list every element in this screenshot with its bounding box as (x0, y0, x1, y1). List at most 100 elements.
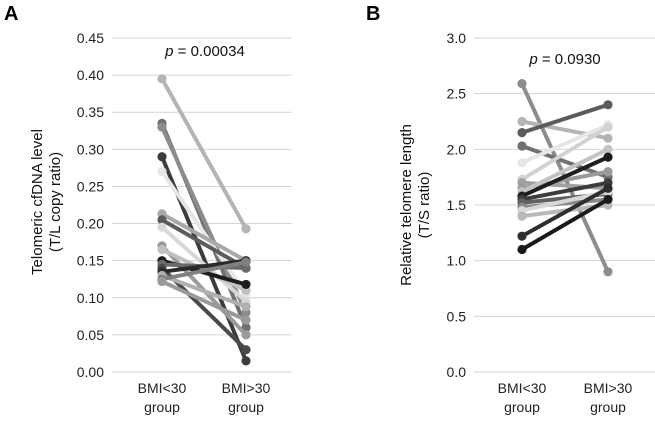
point-bmi-under-30 (517, 128, 527, 138)
point-bmi-over-30 (241, 224, 251, 234)
panel-b-y-axis-label-line1: Relative telomere length (398, 124, 415, 286)
panel-a-y-tick-label: 0.05 (77, 327, 104, 343)
panel-b-p-text: = 0.0930 (538, 51, 601, 68)
panel-b-p-value: p = 0.0930 (528, 51, 600, 68)
panel-a-y-tick-label: 0.35 (77, 104, 104, 120)
point-bmi-over-30 (241, 279, 251, 290)
panel-a-x-label-bmi-over-30: BMI>30 (222, 380, 271, 396)
panel-a-x-label-bmi-under-30: BMI<30 (138, 380, 187, 396)
point-bmi-under-30 (517, 79, 527, 89)
panel-b-letter: B (366, 3, 380, 25)
pair-line (520, 155, 610, 199)
panel-a-y-tick-label: 0.15 (77, 253, 104, 269)
point-bmi-under-30 (157, 244, 167, 255)
panel-a-pair-1 (157, 74, 251, 234)
panel-b-y-tick-label: 1.0 (447, 253, 467, 269)
panel-b-x-label-bmi-under-30: BMI<30 (498, 380, 547, 396)
panel-a-p-text: = 0.00034 (174, 43, 245, 60)
panel-a: A 0.000.050.100.150.200.250.300.350.400.… (4, 3, 292, 415)
pair-line (160, 258, 248, 274)
point-bmi-over-30 (603, 100, 613, 110)
point-bmi-under-30 (517, 244, 527, 255)
panel-a-y-ticks: 0.00 0.05 0.10 0.15 0.20 0.25 0.30 0.35 0.40 0.45 (77, 30, 104, 380)
point-bmi-over-30 (603, 133, 613, 143)
panel-a-x-label-bmi-under-30-group: group (144, 399, 180, 415)
panel-b-y-tick-label: 0.5 (447, 308, 467, 324)
pair-line (520, 102, 610, 135)
pair-line (520, 122, 610, 165)
panel-a-y-tick-label: 0.25 (77, 178, 104, 194)
panel-a-letter: A (4, 3, 18, 25)
panel-b-y-tick-label: 0.0 (447, 364, 467, 380)
point-bmi-under-30 (157, 215, 167, 225)
point-bmi-under-30 (157, 122, 167, 132)
panel-b-x-label-bmi-over-30-group: group (590, 399, 626, 415)
point-bmi-over-30 (603, 194, 613, 205)
panel-a-y-tick-label: 0.10 (77, 290, 104, 306)
panel-b-y-tick-label: 1.5 (447, 197, 467, 213)
panel-b-y-tick-label: 3.0 (447, 30, 467, 46)
panel-b-pair-6 (517, 122, 613, 184)
panel-a-y-tick-label: 0.40 (77, 67, 104, 83)
panel-a-series (157, 74, 251, 366)
pair-line (160, 76, 248, 231)
panel-b-x-label-bmi-over-30: BMI>30 (584, 380, 633, 396)
pair-line (520, 143, 610, 180)
pair-line (520, 186, 610, 239)
point-bmi-under-30 (157, 222, 167, 232)
point-bmi-over-30 (241, 356, 251, 366)
pair-line (520, 180, 610, 202)
point-bmi-over-30 (241, 315, 251, 325)
panel-a-y-axis-label-line2: (T/L copy ratio) (47, 152, 64, 252)
panel-b-p-symbol: p (528, 51, 537, 68)
panel-a-p-value: p = 0.00034 (164, 43, 245, 60)
pair-line (160, 273, 248, 309)
point-bmi-under-30 (157, 276, 167, 287)
panel-b-y-tick-label: 2.5 (447, 86, 467, 102)
panel-b-pair-3 (517, 100, 613, 138)
point-bmi-over-30 (241, 302, 251, 312)
point-bmi-over-30 (603, 122, 613, 132)
panel-b-x-label-bmi-under-30-group: group (504, 399, 540, 415)
panel-b-pair-16 (517, 183, 613, 241)
point-bmi-over-30 (241, 330, 251, 340)
panel-a-x-label-bmi-over-30-group: group (228, 399, 264, 415)
panel-a-y-tick-label: 0.45 (77, 30, 104, 46)
pair-line (160, 279, 248, 323)
pair-line (520, 125, 610, 182)
point-bmi-over-30 (603, 167, 613, 177)
pair-line (160, 260, 248, 282)
panel-b-y-ticks: 0.0 0.5 1.0 1.5 2.0 2.5 3.0 (447, 30, 467, 380)
point-bmi-under-30 (517, 158, 527, 168)
panel-a-y-tick-label: 0.30 (77, 141, 104, 157)
point-bmi-over-30 (603, 183, 613, 193)
panel-b-pair-17 (517, 194, 613, 255)
panel-b-series (517, 79, 613, 277)
panel-a-y-axis-label-line1: Telomeric cfDNA level (29, 129, 46, 275)
pair-line (160, 217, 248, 271)
panel-a-pair-17 (157, 276, 251, 325)
point-bmi-under-30 (157, 152, 167, 162)
panel-a-p-symbol: p (164, 43, 173, 60)
pair-line (520, 147, 610, 194)
point-bmi-under-30 (517, 231, 527, 241)
point-bmi-over-30 (241, 345, 251, 355)
point-bmi-under-30 (517, 211, 527, 221)
point-bmi-under-30 (157, 74, 167, 84)
point-bmi-under-30 (517, 141, 527, 151)
pair-line (520, 197, 610, 252)
panel-b-y-axis-label-line2: (T/S ratio) (416, 172, 433, 239)
panel-a-y-tick-label: 0.00 (77, 364, 104, 380)
panel-a-gridlines (112, 37, 292, 373)
point-bmi-under-30 (157, 167, 167, 177)
pair-line (160, 169, 248, 297)
point-bmi-over-30 (241, 257, 251, 267)
panel-a-y-tick-label: 0.20 (77, 216, 104, 232)
pair-line (160, 211, 248, 263)
panel-b: B 0.0 0.5 1.0 1.5 2.0 2.5 3.0 Relative telomer… (366, 3, 655, 415)
point-bmi-over-30 (603, 152, 613, 162)
point-bmi-under-30 (517, 116, 527, 127)
point-bmi-over-30 (603, 144, 613, 154)
point-bmi-over-30 (603, 267, 613, 277)
panel-b-y-tick-label: 2.0 (447, 141, 467, 157)
